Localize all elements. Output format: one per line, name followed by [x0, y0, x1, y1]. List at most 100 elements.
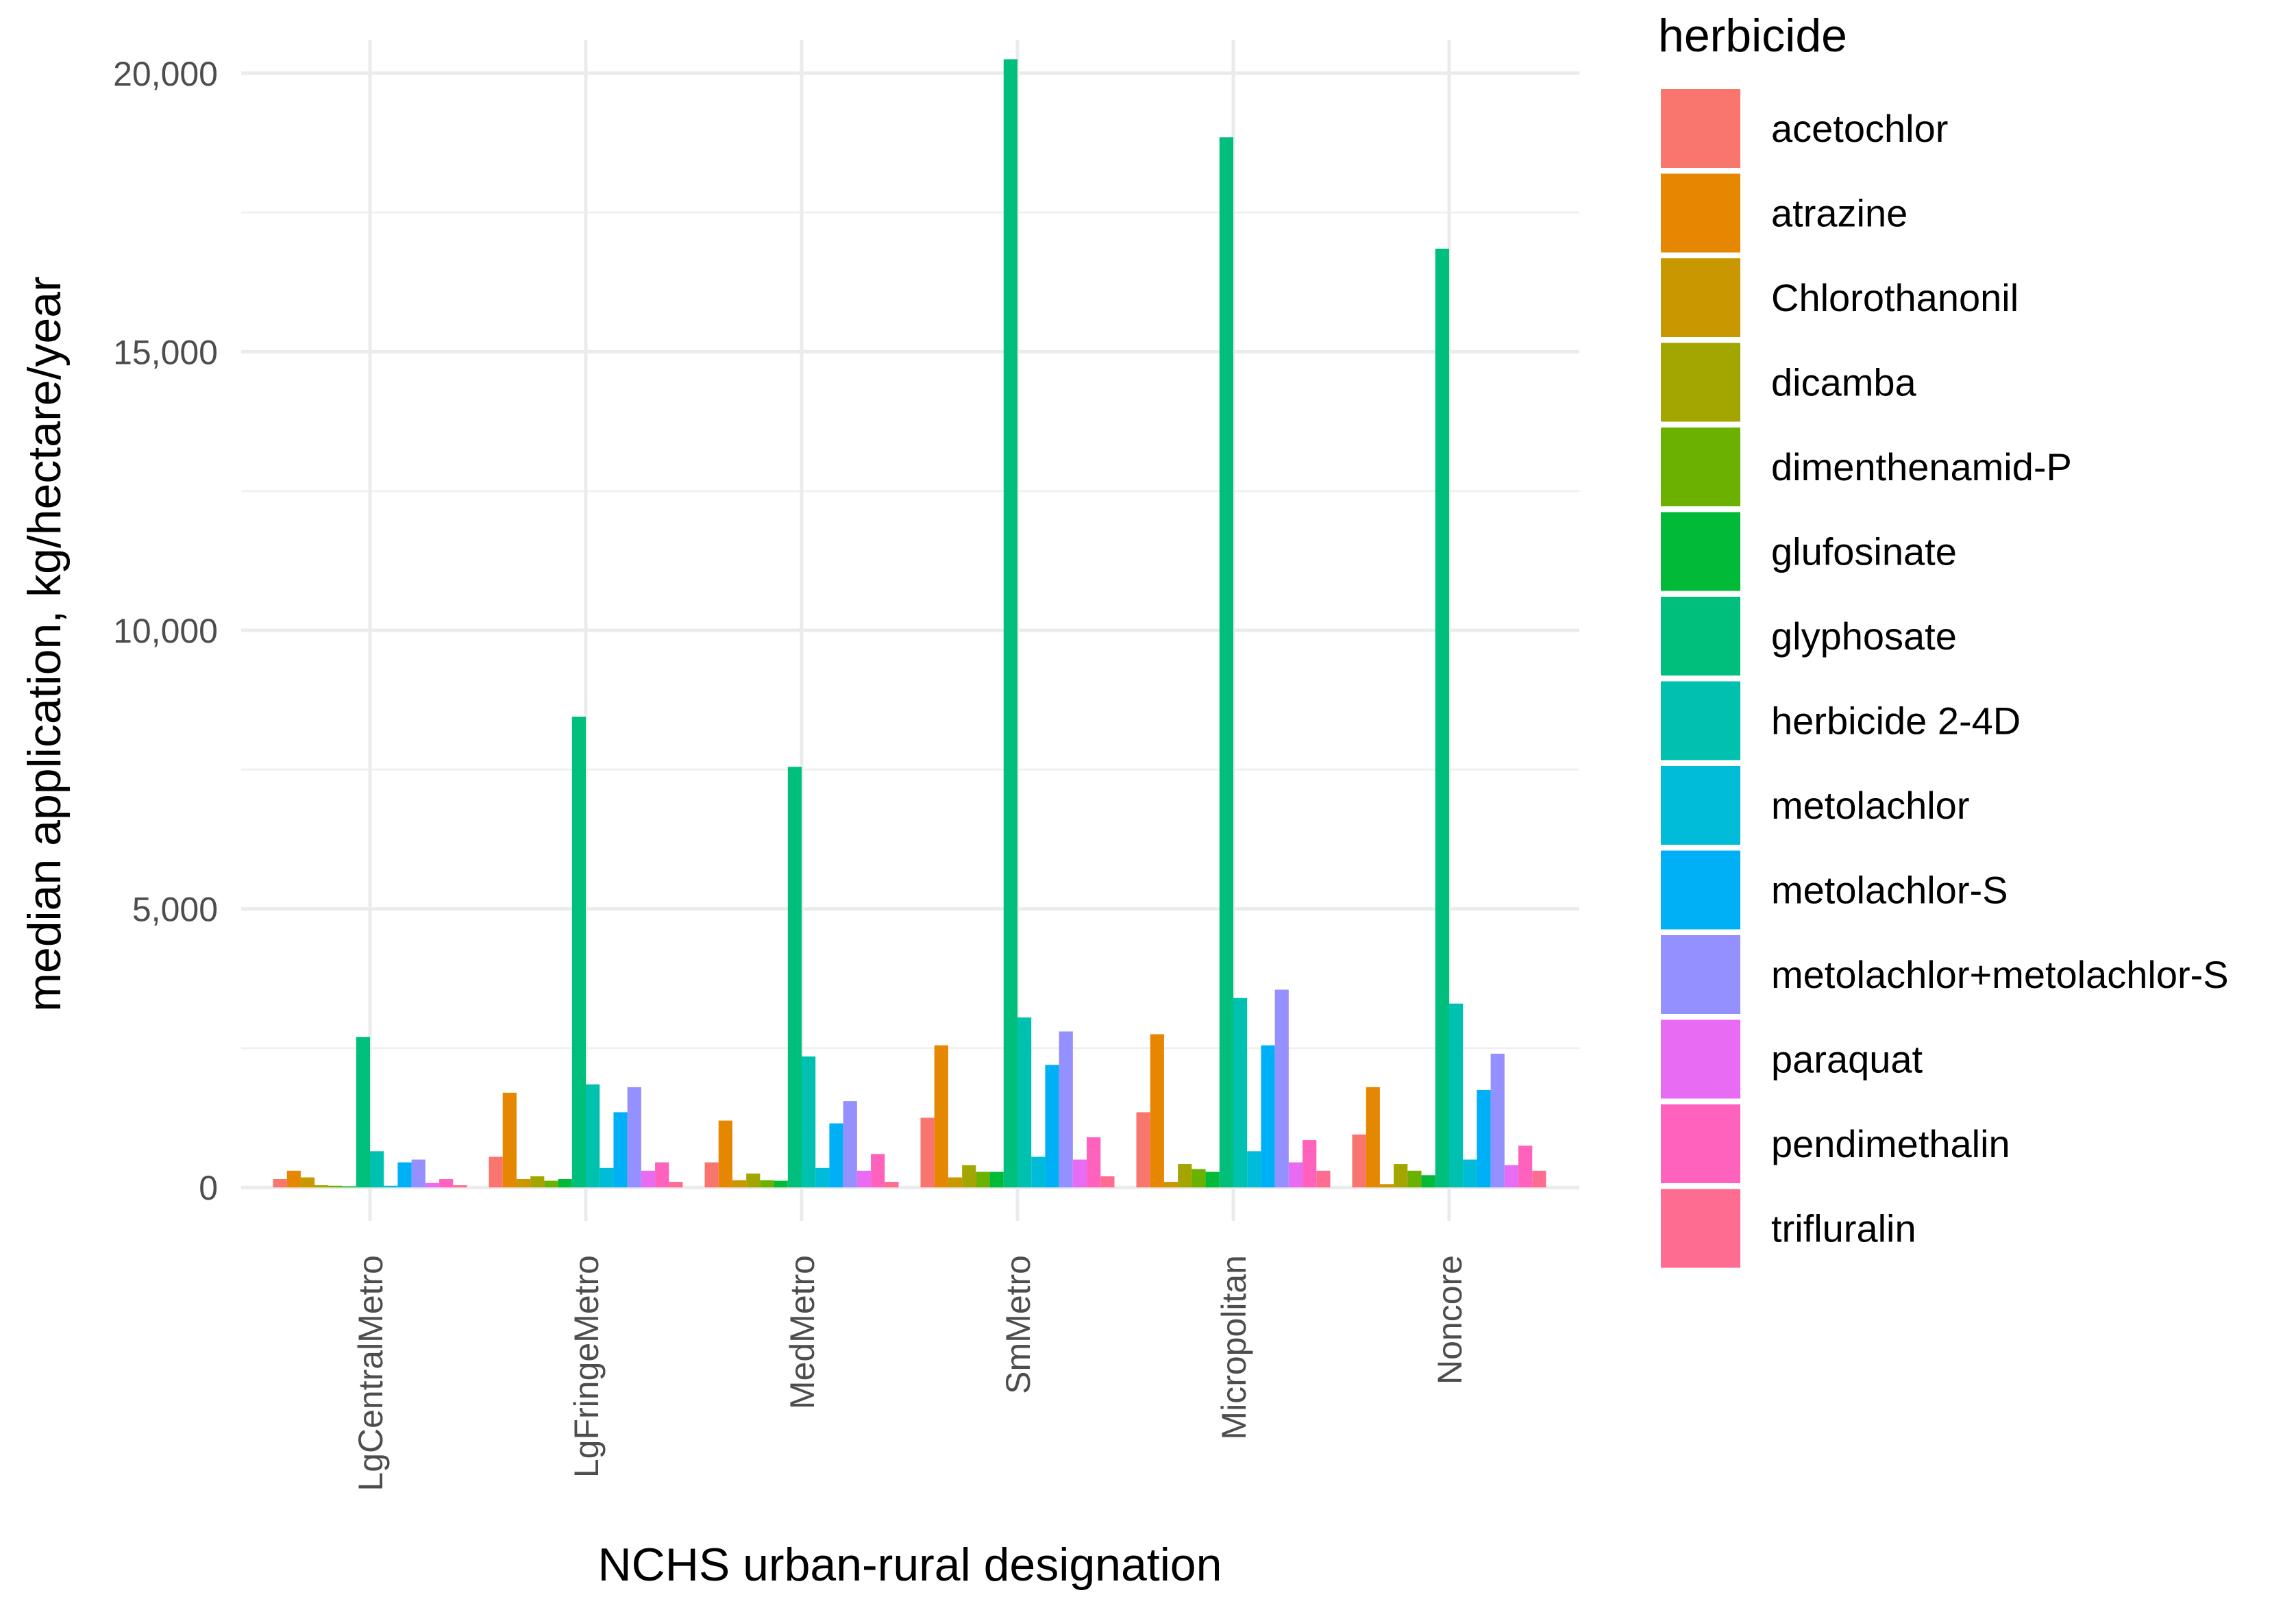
bar-paraquat-lgfringemetro — [641, 1170, 656, 1188]
bar-atrazine-lgcentralmetro — [286, 1170, 301, 1188]
bar-metolachlor-s-lgfringemetro — [613, 1112, 628, 1188]
x-tick-label: Micropolitan — [1215, 1255, 1253, 1440]
legend-label: glyphosate — [1771, 615, 1957, 658]
bar-glyphosate-smmetro — [1003, 59, 1017, 1188]
legend-label: trifluralin — [1771, 1207, 1916, 1250]
legend-label: metolachlor+metolachlor-S — [1771, 953, 2229, 996]
bar-pendimethalin-lgfringemetro — [655, 1162, 669, 1188]
bar-chlorothanonil-lgfringemetro — [516, 1179, 531, 1188]
bar-metolachlor-noncore — [1463, 1159, 1477, 1188]
bar-dimenthenamid-p-micropolitan — [1192, 1169, 1206, 1188]
bar-paraquat-medmetro — [856, 1170, 872, 1188]
bar-trifluralin-noncore — [1532, 1170, 1546, 1188]
bar-pendimethalin-smmetro — [1087, 1137, 1101, 1188]
legend-swatch — [1661, 1104, 1740, 1183]
bar-paraquat-lgcentralmetro — [425, 1182, 440, 1188]
bar-herbicide-2-4d-lgfringemetro — [586, 1084, 600, 1188]
x-axis-ticks: LgCentralMetro LgFringeMetro MedMetro SmMet… — [351, 1255, 1469, 1491]
bar-acetochlor-lgcentralmetro — [273, 1179, 287, 1188]
bar-metolachlor-s-micropolitan — [1261, 1045, 1275, 1188]
bar-dicamba-smmetro — [962, 1165, 976, 1188]
bar-dicamba-medmetro — [746, 1173, 761, 1188]
bar-atrazine-medmetro — [718, 1120, 732, 1188]
bar-chlorothanonil-noncore — [1379, 1184, 1394, 1188]
bar-metolachlor-s-noncore — [1477, 1089, 1491, 1188]
bar-dimenthenamid-p-lgfringemetro — [544, 1180, 558, 1188]
bar-metolachlor-lgfringemetro — [600, 1167, 614, 1188]
legend-swatch — [1661, 89, 1740, 168]
bar-pendimethalin-noncore — [1518, 1145, 1533, 1188]
bar-herbicide-2-4d-lgcentralmetro — [370, 1151, 384, 1188]
x-tick-label: SmMetro — [999, 1255, 1037, 1394]
bar-herbicide-2-4d-medmetro — [802, 1056, 816, 1188]
bar-dicamba-noncore — [1394, 1164, 1408, 1188]
bar-glufosinate-lgfringemetro — [558, 1179, 572, 1188]
y-tick-label: 10,000 — [113, 612, 218, 650]
x-tick-label: LgFringeMetro — [567, 1255, 606, 1478]
bar-glyphosate-lgfringemetro — [571, 717, 586, 1188]
bar-glufosinate-noncore — [1421, 1175, 1435, 1188]
bar-atrazine-noncore — [1366, 1087, 1380, 1188]
legend-label: pendimethalin — [1771, 1122, 2010, 1165]
bar-pendimethalin-lgcentralmetro — [439, 1179, 454, 1188]
bar-metolachlor-s-medmetro — [829, 1123, 843, 1188]
bar-acetochlor-lgfringemetro — [489, 1156, 503, 1188]
bar-acetochlor-medmetro — [704, 1162, 719, 1188]
bar-glufosinate-micropolitan — [1205, 1172, 1220, 1188]
bars — [273, 59, 1546, 1188]
legend-swatch — [1661, 766, 1740, 845]
bar-paraquat-smmetro — [1072, 1159, 1087, 1188]
legend-swatch — [1661, 343, 1740, 422]
bar-metolachlor-metolachlor-s-lgcentralmetro — [411, 1159, 425, 1188]
bar-glufosinate-lgcentralmetro — [342, 1186, 356, 1188]
legend-swatch — [1661, 512, 1740, 591]
bar-glyphosate-noncore — [1435, 248, 1449, 1188]
bar-atrazine-lgfringemetro — [502, 1092, 517, 1188]
bar-chlorothanonil-medmetro — [732, 1180, 747, 1188]
legend-label: Chlorothanonil — [1771, 276, 2019, 319]
bar-dimenthenamid-p-lgcentralmetro — [328, 1185, 343, 1188]
bar-glufosinate-medmetro — [774, 1180, 788, 1188]
bar-metolachlor-metolachlor-s-lgfringemetro — [627, 1087, 641, 1188]
bar-glufosinate-smmetro — [989, 1172, 1004, 1188]
y-tick-label: 0 — [199, 1169, 218, 1207]
y-tick-label: 5,000 — [132, 891, 218, 929]
bar-metolachlor-s-smmetro — [1045, 1065, 1059, 1188]
x-tick-label: Noncore — [1431, 1255, 1469, 1385]
bar-dimenthenamid-p-noncore — [1407, 1170, 1422, 1188]
legend-label: paraquat — [1771, 1038, 1923, 1081]
bar-glyphosate-medmetro — [787, 767, 802, 1188]
bar-metolachlor-metolachlor-s-medmetro — [843, 1101, 857, 1188]
bar-trifluralin-lgfringemetro — [669, 1182, 683, 1188]
bar-trifluralin-medmetro — [885, 1182, 899, 1188]
bar-herbicide-2-4d-smmetro — [1017, 1017, 1032, 1188]
legend-label: herbicide 2-4D — [1771, 699, 2021, 743]
legend-label: atrazine — [1771, 192, 1908, 235]
bar-metolachlor-metolachlor-s-micropolitan — [1274, 989, 1289, 1188]
bar-paraquat-micropolitan — [1288, 1162, 1303, 1188]
bar-acetochlor-micropolitan — [1136, 1112, 1150, 1188]
y-tick-label: 15,000 — [113, 333, 218, 371]
bar-chlorothanonil-lgcentralmetro — [300, 1177, 315, 1188]
bar-trifluralin-smmetro — [1100, 1176, 1115, 1188]
legend-label: metolachlor — [1771, 784, 1969, 827]
bar-dimenthenamid-p-medmetro — [760, 1180, 774, 1188]
bar-metolachlor-lgcentralmetro — [384, 1185, 398, 1188]
legend-title: herbicide — [1658, 10, 1847, 62]
x-tick-label: MedMetro — [783, 1255, 822, 1409]
bar-chlorothanonil-micropolitan — [1163, 1182, 1178, 1188]
legend-swatch — [1661, 850, 1740, 930]
bar-dicamba-micropolitan — [1178, 1164, 1192, 1188]
legend-label: acetochlor — [1771, 107, 1948, 150]
legend-swatch — [1661, 1189, 1740, 1268]
legend-swatch — [1661, 1019, 1740, 1099]
bar-atrazine-micropolitan — [1150, 1034, 1164, 1188]
legend-swatch — [1661, 258, 1740, 337]
bar-chlorothanonil-smmetro — [948, 1177, 963, 1188]
bar-dicamba-lgfringemetro — [530, 1176, 545, 1188]
bar-atrazine-smmetro — [934, 1045, 948, 1188]
bar-metolachlor-metolachlor-s-smmetro — [1059, 1031, 1073, 1188]
bar-trifluralin-lgcentralmetro — [453, 1185, 467, 1188]
y-tick-label: 20,000 — [113, 55, 218, 93]
